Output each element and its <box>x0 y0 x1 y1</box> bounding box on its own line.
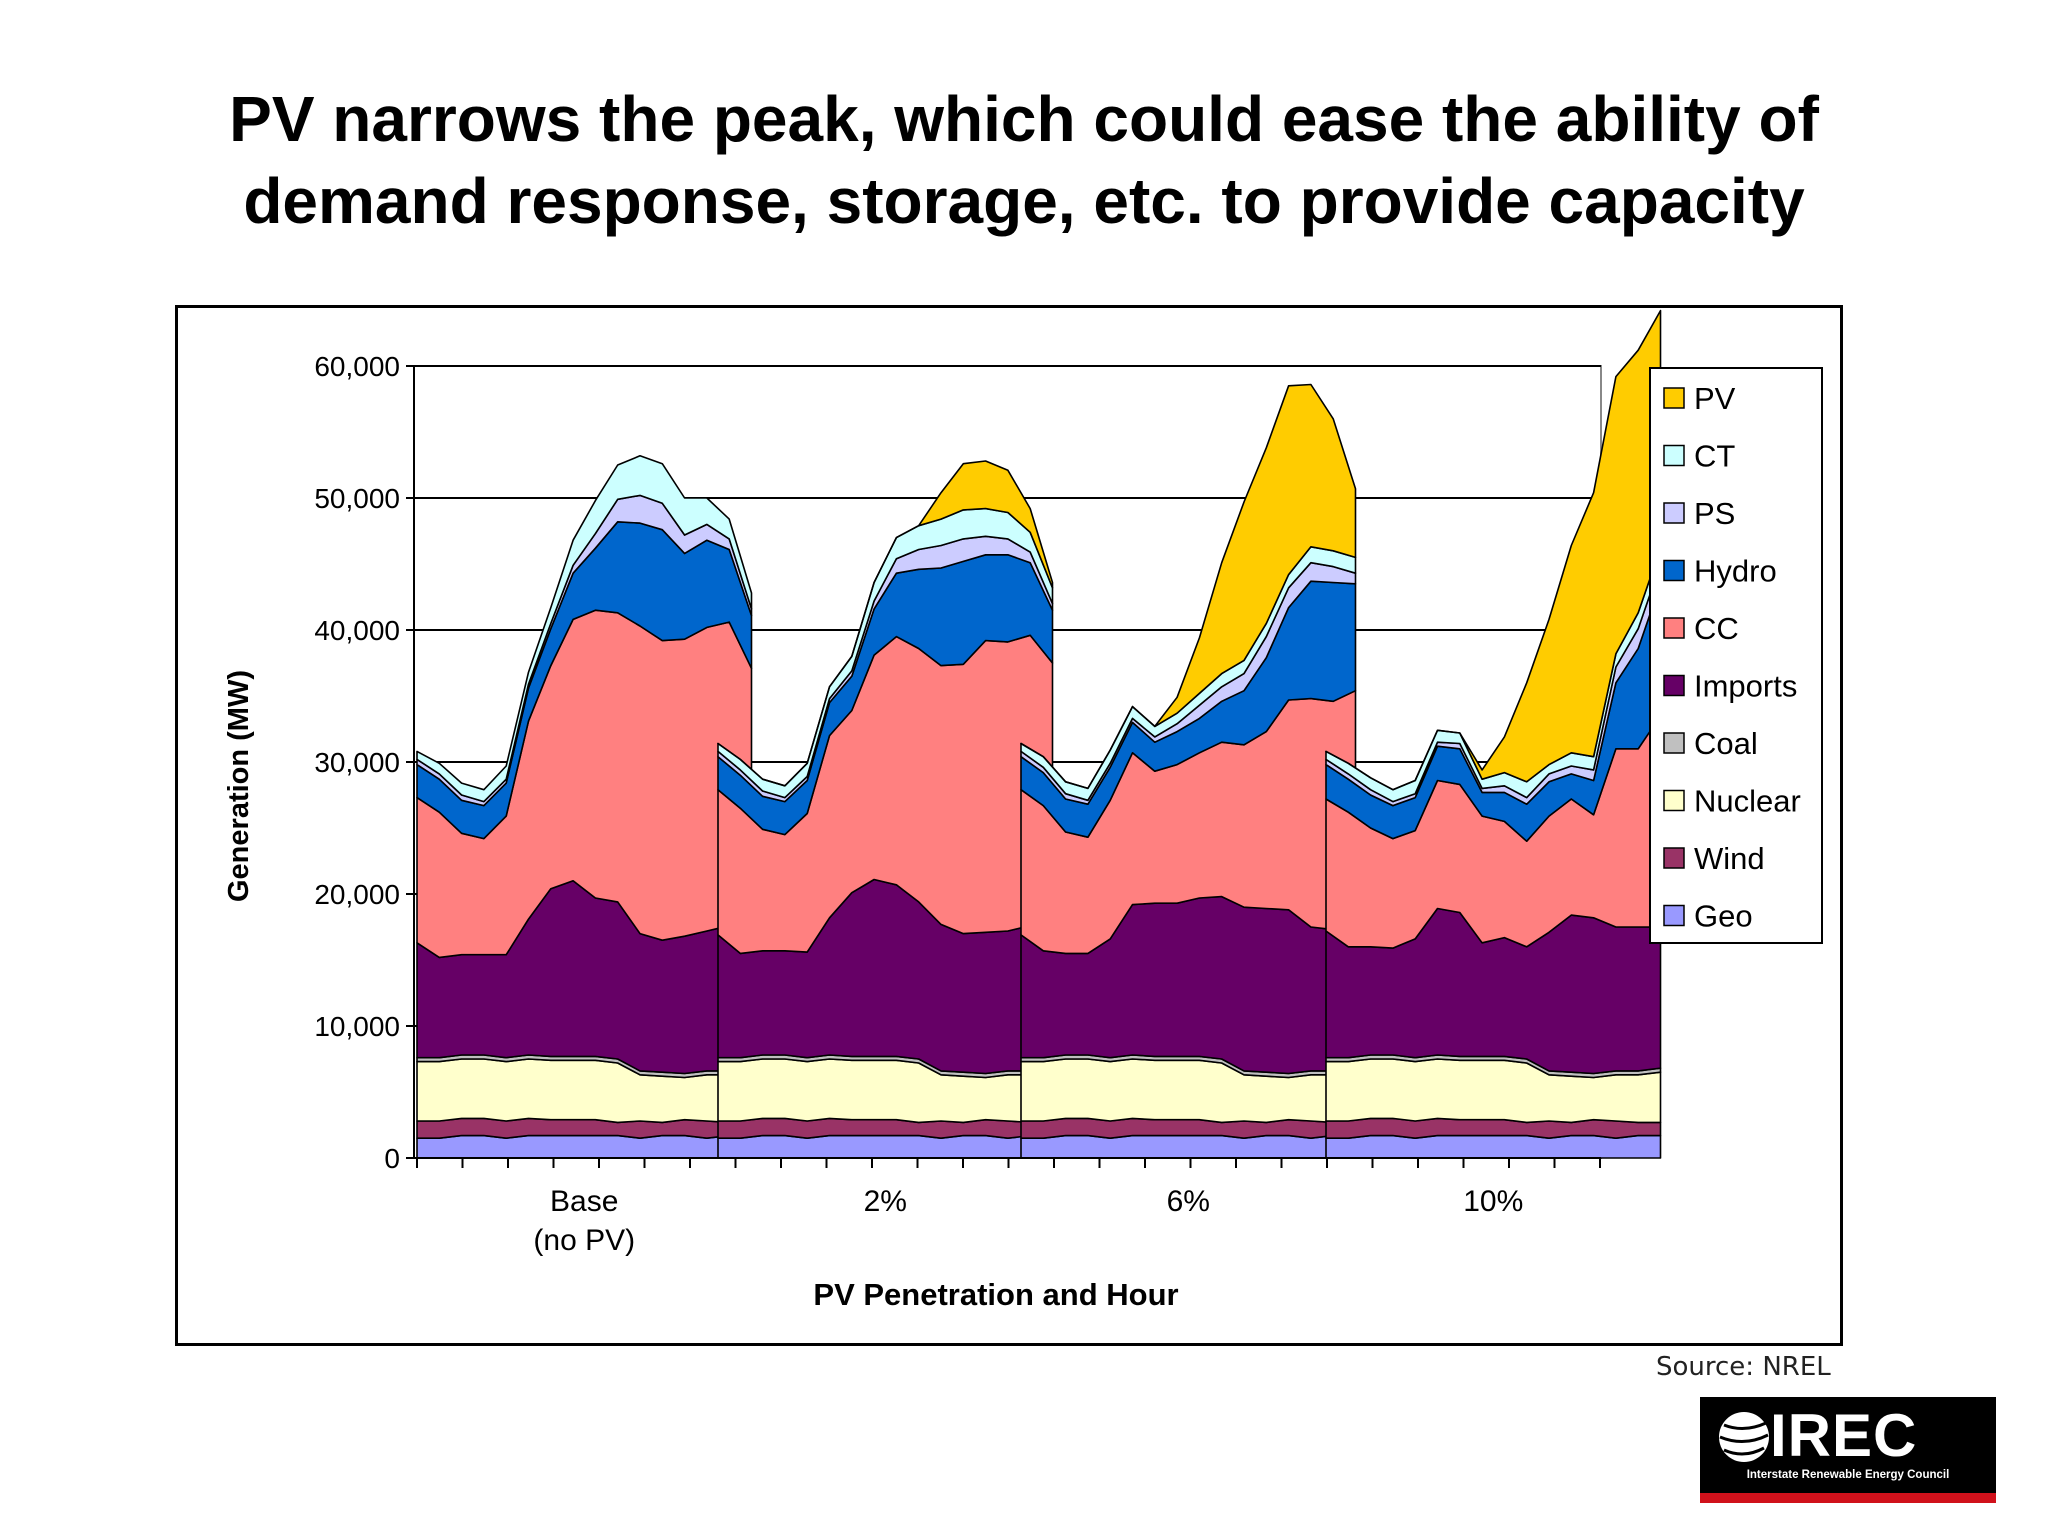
legend-swatch-wind <box>1663 847 1685 869</box>
chart-frame: 0 10,000 20,000 30,000 40,000 50,000 60,000 Bas… <box>175 305 1843 1346</box>
legend-label-geo: Geo <box>1694 899 1753 934</box>
x-axis-label: PV Penetration and Hour <box>813 1277 1178 1312</box>
legend-label-ct: CT <box>1694 439 1735 474</box>
logo-subtitle: Interstate Renewable Energy Council <box>1746 1469 1950 1481</box>
area-ct-group-1 <box>416 455 753 803</box>
y-tick-label: 20,000 <box>314 879 400 910</box>
legend-label-coal: Coal <box>1694 726 1758 761</box>
y-tick-label: 30,000 <box>314 747 400 778</box>
legend-label-imports: Imports <box>1694 669 1797 704</box>
legend-swatch-coal <box>1663 732 1685 754</box>
legend-label-nuclear: Nuclear <box>1694 784 1801 819</box>
x-group-label: Base <box>550 1185 618 1218</box>
legend-label-wind: Wind <box>1694 841 1765 876</box>
legend-swatch-cc <box>1663 617 1685 639</box>
area-pv-group-2 <box>717 460 1054 787</box>
legend-swatch-geo <box>1663 904 1685 927</box>
legend-swatch-ps <box>1663 502 1685 524</box>
legend-label-hydro: Hydro <box>1694 554 1777 589</box>
slide-title-line-2: demand response, storage, etc. to provid… <box>243 165 1805 237</box>
legend-label-ps: PS <box>1694 496 1735 531</box>
legend-swatch-pv <box>1663 387 1685 409</box>
x-group-label: 2% <box>864 1185 907 1218</box>
legend-label-cc: CC <box>1694 611 1739 646</box>
y-tick-label: 60,000 <box>314 351 400 382</box>
y-axis-label: Generation (MW) <box>223 670 255 902</box>
area-geo-group-1 <box>416 1134 753 1159</box>
area-pv-group-3 <box>1020 383 1357 790</box>
area-geo-group-3 <box>1020 1134 1357 1159</box>
y-tick-label: 40,000 <box>314 615 400 646</box>
y-tick-label: 50,000 <box>314 483 400 514</box>
area-geo-group-4 <box>1325 1134 1662 1159</box>
generation-stacked-area-chart: 0 10,000 20,000 30,000 40,000 50,000 60,000 Bas… <box>223 309 1823 1312</box>
x-group-label-line2: (no PV) <box>533 1224 635 1257</box>
y-tick-label: 0 <box>384 1143 400 1174</box>
legend-swatch-nuclear <box>1663 789 1685 812</box>
slide-title: PV narrows the peak, which could ease th… <box>0 78 2048 242</box>
source-note: Source: NREL <box>1656 1352 1831 1382</box>
globe-icon <box>1719 1412 1769 1462</box>
slide-title-line-1: PV narrows the peak, which could ease th… <box>229 83 1819 155</box>
legend-label-pv: PV <box>1694 381 1736 416</box>
logo-wordmark: IREC <box>1770 1402 1918 1469</box>
legend-swatch-hydro <box>1663 559 1685 582</box>
y-tick-label: 10,000 <box>314 1011 400 1042</box>
legend-swatch-imports <box>1663 674 1685 697</box>
legend-swatch-ct <box>1663 444 1685 467</box>
x-group-label: 10% <box>1463 1185 1523 1218</box>
x-group-label: 6% <box>1167 1185 1210 1218</box>
area-geo-group-2 <box>717 1134 1054 1159</box>
irec-logo: IREC Interstate Renewable Energy Council <box>1700 1397 1996 1503</box>
